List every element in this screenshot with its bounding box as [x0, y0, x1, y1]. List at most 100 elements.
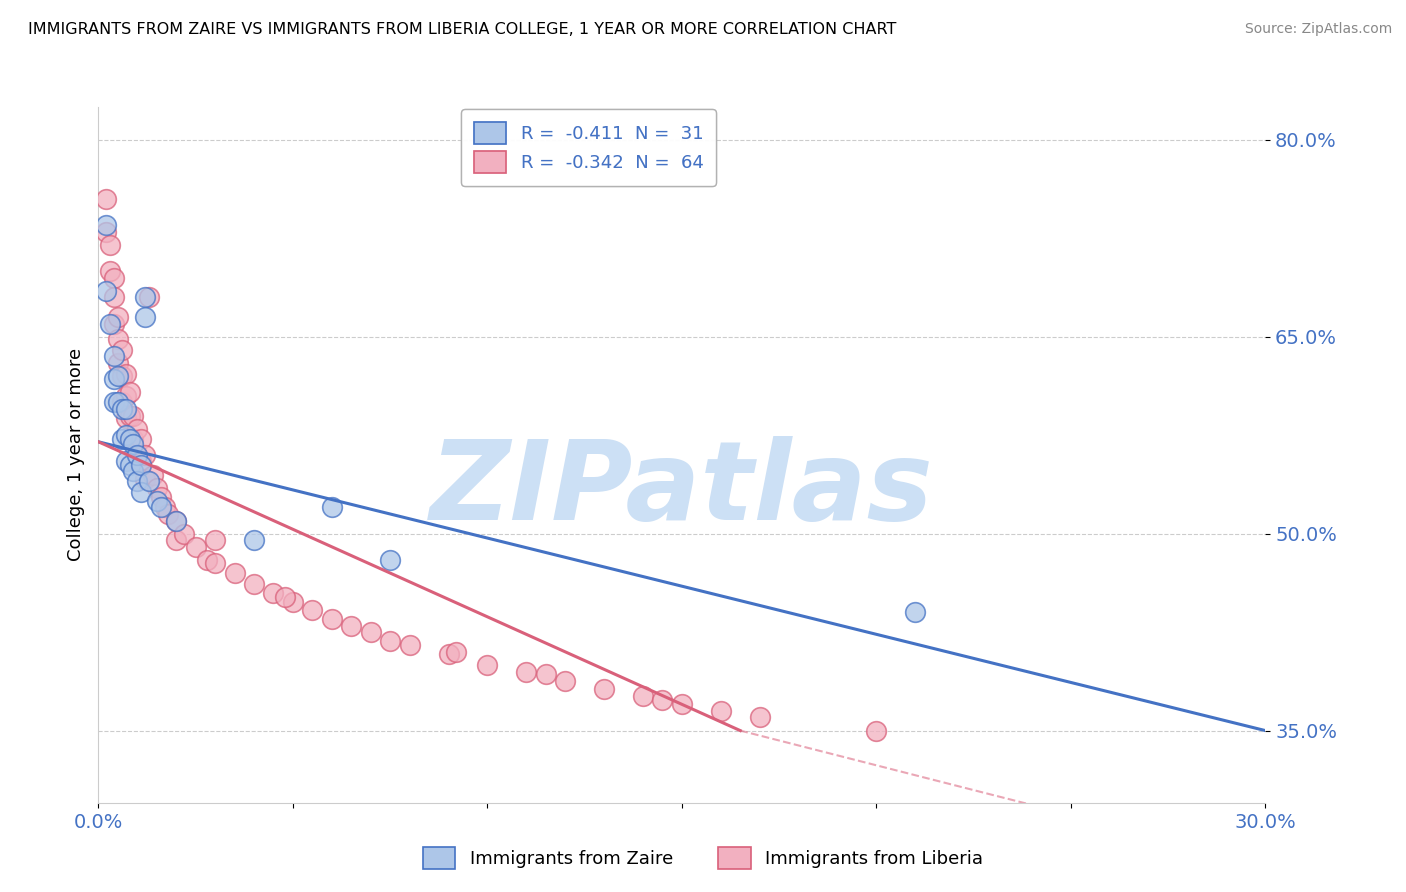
Point	[127, 474, 149, 488]
Point	[157, 507, 180, 521]
Point	[301, 603, 323, 617]
Point	[96, 218, 118, 232]
Point	[129, 454, 152, 468]
Point	[134, 310, 156, 324]
Point	[340, 618, 363, 632]
Point	[127, 448, 149, 462]
Legend: Immigrants from Zaire, Immigrants from Liberia: Immigrants from Zaire, Immigrants from L…	[413, 838, 993, 879]
Point	[122, 464, 145, 478]
Point	[118, 384, 141, 399]
Text: IMMIGRANTS FROM ZAIRE VS IMMIGRANTS FROM LIBERIA COLLEGE, 1 YEAR OR MORE CORRELA: IMMIGRANTS FROM ZAIRE VS IMMIGRANTS FROM…	[28, 22, 897, 37]
Point	[149, 500, 172, 515]
Point	[165, 514, 187, 528]
Point	[138, 474, 160, 488]
Point	[107, 332, 129, 346]
Y-axis label: College, 1 year or more: College, 1 year or more	[66, 349, 84, 561]
Point	[146, 481, 169, 495]
Point	[437, 648, 460, 662]
Point	[96, 225, 118, 239]
Point	[122, 437, 145, 451]
Point	[204, 533, 226, 548]
Point	[274, 590, 297, 604]
Legend: R =  -0.411  N =  31, R =  -0.342  N =  64: R = -0.411 N = 31, R = -0.342 N = 64	[461, 109, 716, 186]
Point	[865, 723, 887, 738]
Point	[129, 458, 152, 473]
Point	[98, 317, 121, 331]
Point	[138, 290, 160, 304]
Point	[281, 595, 304, 609]
Point	[129, 432, 152, 446]
Point	[748, 710, 770, 724]
Point	[127, 448, 149, 462]
Point	[103, 270, 125, 285]
Point	[165, 533, 187, 548]
Point	[114, 454, 136, 468]
Point	[446, 645, 468, 659]
Point	[142, 467, 165, 482]
Point	[321, 612, 343, 626]
Point	[134, 290, 156, 304]
Point	[107, 356, 129, 370]
Point	[534, 667, 557, 681]
Point	[114, 411, 136, 425]
Point	[111, 432, 134, 446]
Point	[107, 395, 129, 409]
Point	[127, 422, 149, 436]
Point	[134, 448, 156, 462]
Point	[651, 693, 673, 707]
Point	[103, 290, 125, 304]
Point	[671, 698, 693, 712]
Point	[103, 395, 125, 409]
Point	[111, 395, 134, 409]
Point	[204, 556, 226, 570]
Point	[378, 634, 402, 648]
Point	[262, 586, 284, 600]
Point	[107, 310, 129, 324]
Point	[114, 428, 136, 442]
Point	[96, 192, 118, 206]
Point	[114, 367, 136, 381]
Point	[118, 458, 141, 473]
Point	[111, 369, 134, 384]
Point	[710, 704, 733, 718]
Point	[122, 409, 145, 423]
Point	[103, 317, 125, 331]
Point	[111, 343, 134, 357]
Point	[184, 540, 207, 554]
Point	[111, 401, 134, 416]
Point	[173, 526, 195, 541]
Text: ZIPatlas: ZIPatlas	[430, 436, 934, 543]
Point	[103, 350, 125, 364]
Point	[554, 673, 576, 688]
Point	[118, 409, 141, 423]
Point	[165, 514, 187, 528]
Point	[129, 484, 152, 499]
Point	[149, 490, 172, 504]
Point	[904, 606, 927, 620]
Point	[98, 238, 121, 252]
Point	[134, 471, 156, 485]
Point	[118, 432, 141, 446]
Point	[122, 432, 145, 446]
Text: Source: ZipAtlas.com: Source: ZipAtlas.com	[1244, 22, 1392, 37]
Point	[114, 389, 136, 403]
Point	[107, 369, 129, 384]
Point	[224, 566, 246, 580]
Point	[321, 500, 343, 515]
Point	[153, 500, 176, 515]
Point	[243, 576, 266, 591]
Point	[360, 625, 382, 640]
Point	[378, 553, 402, 567]
Point	[631, 690, 654, 704]
Point	[118, 432, 141, 446]
Point	[98, 264, 121, 278]
Point	[146, 494, 169, 508]
Point	[515, 665, 537, 679]
Point	[593, 681, 616, 696]
Point	[103, 372, 125, 386]
Point	[243, 533, 266, 548]
Point	[96, 284, 118, 298]
Point	[477, 657, 499, 672]
Point	[195, 553, 218, 567]
Point	[398, 638, 420, 652]
